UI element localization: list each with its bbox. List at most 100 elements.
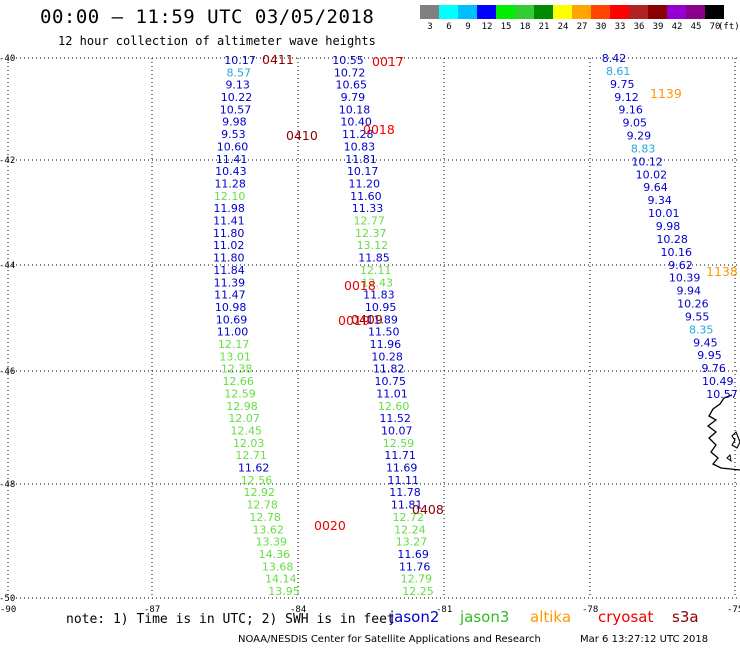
wave-height-value: 10.07 bbox=[381, 425, 413, 438]
wave-height-value: 11.76 bbox=[399, 560, 431, 573]
page-subtitle: 12 hour collection of altimeter wave hei… bbox=[58, 34, 376, 48]
wave-height-value: 12.77 bbox=[353, 215, 385, 228]
wave-height-value: 12.45 bbox=[231, 425, 263, 438]
latitude-label: -50 bbox=[0, 594, 15, 604]
color-scale-swatch bbox=[496, 5, 515, 19]
wave-height-value: 12.37 bbox=[355, 227, 387, 240]
color-scale-label: 21 bbox=[538, 22, 550, 32]
wave-height-value: 13.62 bbox=[252, 523, 284, 536]
legend-cryosat: cryosat bbox=[598, 608, 654, 626]
wave-height-value: 9.98 bbox=[656, 220, 681, 233]
color-scale-label: 36 bbox=[633, 22, 645, 32]
wave-height-value: 12.03 bbox=[233, 437, 265, 450]
wave-height-value: 13.68 bbox=[262, 560, 294, 573]
latitude-label: -40 bbox=[0, 54, 15, 64]
wave-height-value: 9.76 bbox=[701, 362, 726, 375]
legend-altika: altika bbox=[530, 608, 572, 626]
wave-height-value: 10.75 bbox=[375, 375, 407, 388]
wave-height-value: 14.14 bbox=[265, 573, 297, 586]
wave-height-value: 12.60 bbox=[378, 400, 410, 413]
longitude-label: -87 bbox=[144, 605, 160, 615]
wave-height-value: 11.69 bbox=[397, 548, 429, 561]
color-scale-swatch bbox=[705, 5, 724, 19]
color-scale-label: 30 bbox=[595, 22, 607, 32]
color-scale-swatch bbox=[610, 5, 629, 19]
wave-height-value: 10.12 bbox=[631, 155, 663, 168]
wave-height-value: 11.82 bbox=[373, 363, 405, 376]
wave-height-value: 11.00 bbox=[217, 326, 249, 339]
wave-height-value: 11.39 bbox=[214, 276, 246, 289]
credit-line: NOAA/NESDIS Center for Satellite Applica… bbox=[238, 634, 541, 645]
wave-height-value: 11.52 bbox=[379, 412, 411, 425]
wave-height-value: 11.28 bbox=[342, 128, 374, 141]
pass-time-label: 0411 bbox=[262, 52, 294, 67]
color-scale-label: 42 bbox=[671, 22, 683, 32]
wave-height-value: 13.27 bbox=[396, 536, 428, 549]
wave-height-value: 12.79 bbox=[401, 573, 433, 586]
color-scale-swatch bbox=[591, 5, 610, 19]
wave-height-value: 13.39 bbox=[256, 536, 288, 549]
pass-time-label: 0019 bbox=[338, 313, 370, 328]
wave-height-value: 9.12 bbox=[614, 91, 639, 104]
pass-time-label: 0410 bbox=[286, 128, 318, 143]
color-scale-swatch bbox=[667, 5, 686, 19]
wave-height-value: 12.92 bbox=[244, 486, 276, 499]
wave-height-value: 10.17 bbox=[347, 165, 379, 178]
longitude-label: -78 bbox=[582, 605, 598, 615]
wave-height-value: 11.60 bbox=[350, 190, 382, 203]
wave-height-value: 10.43 bbox=[215, 165, 247, 178]
lat-lon-grid: -40 -42 -44 -46 -48 -50-90 -87 -84 -81 -78 -75 bbox=[0, 54, 740, 615]
color-scale-swatch bbox=[420, 5, 439, 19]
wave-height-value: 11.28 bbox=[214, 178, 246, 191]
pass-time-label: 0409 bbox=[351, 312, 383, 327]
wave-height-value: 11.01 bbox=[376, 387, 408, 400]
pass-time-label: 0018 bbox=[344, 278, 376, 293]
wave-height-value: 11.81 bbox=[391, 499, 423, 512]
wave-height-value: 8.57 bbox=[227, 66, 252, 79]
wave-height-value: 9.75 bbox=[610, 78, 635, 91]
wave-height-value: 10.57 bbox=[706, 388, 738, 401]
color-scale-label: 6 bbox=[446, 22, 452, 32]
wave-height-value: 8.83 bbox=[631, 143, 656, 156]
wave-height-value: 13.95 bbox=[268, 585, 300, 598]
generation-timestamp: Mar 6 13:27:12 UTC 2018 bbox=[580, 634, 709, 645]
wave-height-value: 9.55 bbox=[685, 311, 710, 324]
longitude-label: -90 bbox=[0, 605, 16, 615]
wave-height-value: 8.35 bbox=[689, 323, 714, 336]
wave-height-value: 10.01 bbox=[648, 207, 680, 220]
wave-height-value: 10.83 bbox=[344, 140, 376, 153]
wave-height-value: 11.41 bbox=[213, 215, 245, 228]
wave-height-value: 12.07 bbox=[228, 412, 260, 425]
wave-height-value: 12.43 bbox=[362, 276, 394, 289]
wave-height-value: 9.98 bbox=[222, 116, 247, 129]
longitude-label: -81 bbox=[436, 605, 452, 615]
wave-height-value: 11.50 bbox=[368, 326, 400, 339]
wave-height-value: 11.78 bbox=[389, 486, 421, 499]
wave-height-value: 12.78 bbox=[246, 499, 278, 512]
wave-height-value: 11.85 bbox=[358, 252, 390, 265]
wave-height-value: 12.71 bbox=[235, 449, 267, 462]
wave-height-value: 10.95 bbox=[365, 301, 397, 314]
wave-height-value: 13.01 bbox=[219, 350, 251, 363]
wave-height-value: 13.12 bbox=[357, 239, 389, 252]
wave-height-value: 10.22 bbox=[221, 91, 253, 104]
wave-height-value: 11.98 bbox=[213, 202, 245, 215]
pass-time-label: 0017 bbox=[372, 54, 404, 69]
wave-height-value: 9.95 bbox=[697, 349, 722, 362]
wave-height-value: 10.72 bbox=[334, 66, 366, 79]
latitude-label: -42 bbox=[0, 156, 15, 166]
wave-height-value: 11.33 bbox=[352, 202, 384, 215]
color-scale-swatch bbox=[572, 5, 591, 19]
wave-height-value: 9.16 bbox=[618, 104, 643, 117]
wave-height-value: 11.80 bbox=[213, 252, 245, 265]
color-scale-swatch bbox=[515, 5, 534, 19]
wave-height-value: 10.49 bbox=[702, 375, 734, 388]
color-scale-label: 27 bbox=[576, 22, 588, 32]
color-scale-label: 45 bbox=[690, 22, 702, 32]
wave-height-value: 9.13 bbox=[225, 79, 250, 92]
wave-height-value: 10.02 bbox=[636, 168, 668, 181]
wave-height-value: 12.25 bbox=[402, 585, 434, 598]
wave-height-value: 11.96 bbox=[370, 338, 402, 351]
wave-height-value: 11.71 bbox=[384, 449, 416, 462]
